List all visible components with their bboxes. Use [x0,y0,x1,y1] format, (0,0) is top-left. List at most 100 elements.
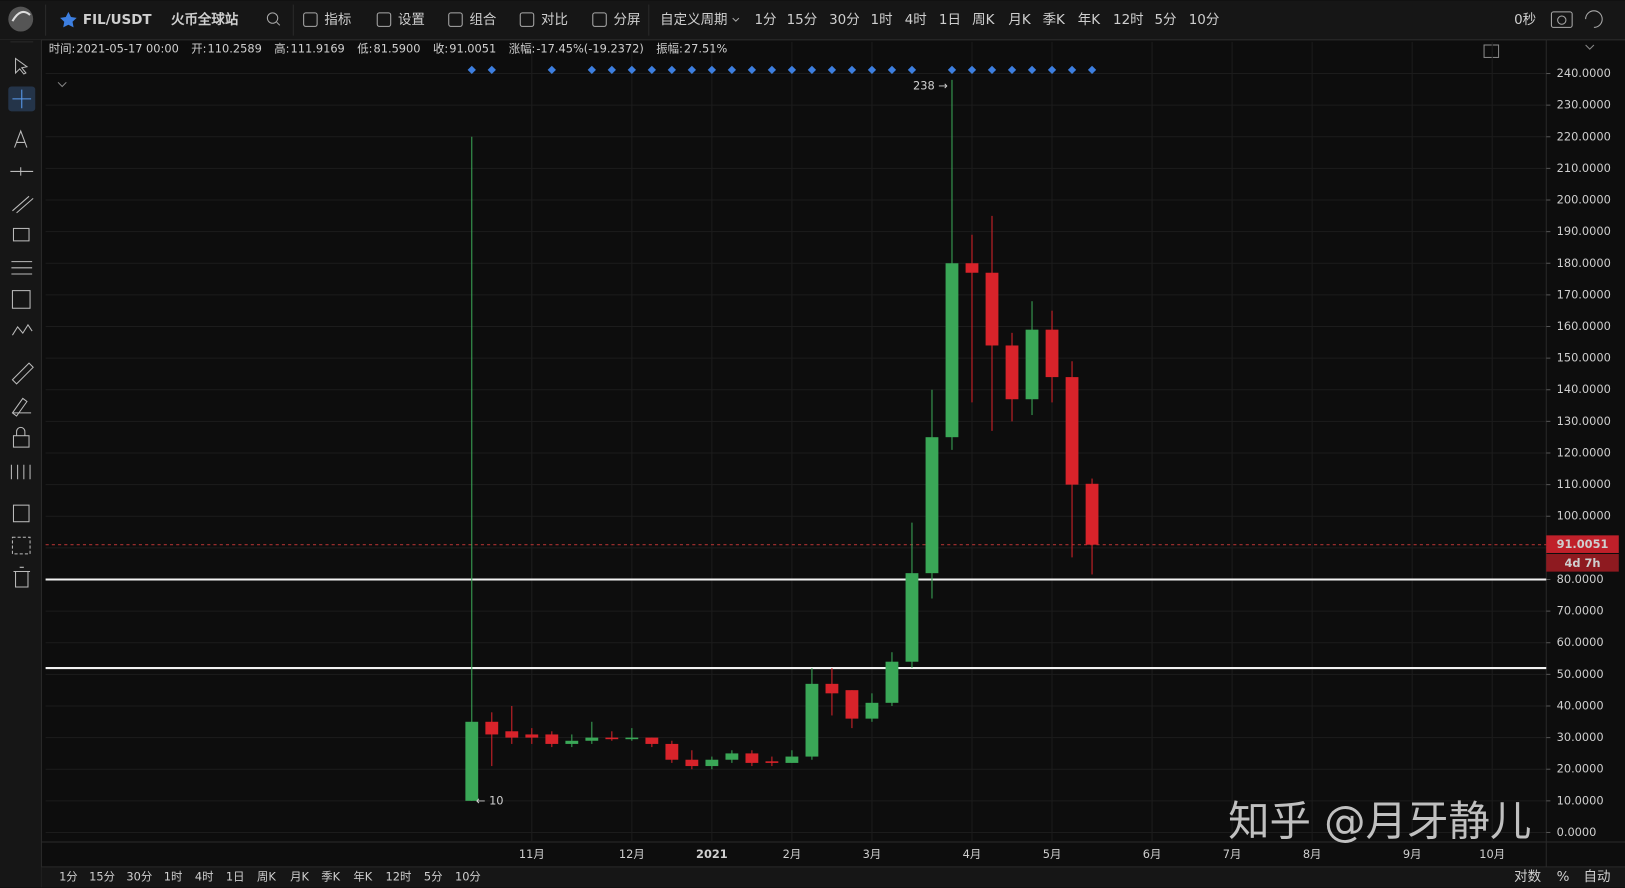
bottom-period[interactable]: 周K [257,870,276,884]
search-icon[interactable] [266,12,279,24]
tool-button[interactable]: 分屏 [614,12,641,28]
period-button[interactable]: 12时 [1113,12,1144,28]
event-marker[interactable] [807,65,817,75]
candle-body [1025,329,1039,400]
bottom-period[interactable]: 10分 [455,870,481,884]
y-tick-label: 170.0000 [1557,287,1611,301]
info-value: 2021-05-17 00:00 [76,42,179,56]
panel-icon[interactable] [1483,44,1500,58]
candle-body [885,661,899,703]
y-tick-label: 200.0000 [1557,193,1611,207]
period-button[interactable]: 30分 [829,12,860,28]
bottom-period[interactable]: 4时 [195,870,214,884]
period-button[interactable]: 1时 [871,12,893,28]
event-marker[interactable] [987,65,997,75]
event-marker[interactable] [747,65,757,75]
bottom-period[interactable]: 5分 [424,870,443,884]
event-marker[interactable] [1067,65,1077,75]
info-value: 27.51% [684,42,728,56]
fullscreen-icon[interactable] [1585,10,1603,28]
custom-period[interactable]: 自定义周期 [660,12,727,28]
tool-button[interactable]: 对比 [541,12,568,28]
event-marker[interactable] [727,65,737,75]
text-tool[interactable] [14,129,28,148]
grid-tool[interactable] [11,290,31,309]
bookmark-tool[interactable] [12,504,30,523]
period-button[interactable]: 年K [1078,12,1101,28]
period-button[interactable]: 周K [972,12,995,28]
bottom-option[interactable]: 对数 [1514,869,1541,885]
period-button[interactable]: 5分 [1154,12,1176,28]
candle-body [1065,377,1079,485]
delete-tool[interactable] [13,566,31,588]
ruler-tool[interactable] [11,362,34,385]
bottom-period[interactable]: 季K [321,870,340,884]
event-marker[interactable] [847,65,857,75]
bottom-period[interactable]: 1日 [226,870,245,884]
period-button[interactable]: 1日 [939,12,961,28]
event-marker[interactable] [1047,65,1057,75]
candle-body [1045,329,1059,378]
event-marker[interactable] [1007,65,1017,75]
cursor-tool[interactable] [15,57,29,75]
period-button[interactable]: 10分 [1189,12,1220,28]
event-marker[interactable] [667,65,677,75]
shape-tool[interactable] [12,227,30,242]
collapse-arrow[interactable] [57,81,67,88]
y-tick-label: 70.0000 [1557,604,1604,618]
top-toolbar [0,0,1625,40]
bottom-toolbar [41,866,1625,888]
event-marker[interactable] [947,65,957,75]
bottom-period[interactable]: 15分 [89,870,115,884]
camera-icon[interactable] [1550,11,1573,28]
candle-body [965,263,979,273]
event-marker[interactable] [547,65,556,75]
bottom-option[interactable]: % [1557,869,1570,885]
event-marker[interactable] [647,65,657,75]
select-tool[interactable] [11,536,31,555]
event-marker[interactable] [907,65,917,75]
tool-button[interactable]: 设置 [398,12,425,28]
event-marker[interactable] [1087,65,1097,75]
event-marker[interactable] [487,65,496,75]
search-handle [276,21,281,26]
event-marker[interactable] [1027,65,1037,75]
candle-body [1005,345,1019,400]
panel-arrow[interactable] [1585,44,1595,50]
event-marker[interactable] [867,65,877,75]
period-button[interactable]: 15分 [787,12,818,28]
lock-tool[interactable] [12,435,30,448]
favorite-star[interactable] [60,11,77,28]
bottom-period[interactable]: 年K [353,870,372,884]
bottom-period[interactable]: 1分 [59,870,78,884]
exchange: 火币全球站 [171,11,239,28]
brush-tool[interactable] [11,397,32,417]
candle-body [525,734,539,738]
channel-tool[interactable] [12,195,34,214]
bottom-period[interactable]: 月K [290,870,309,884]
event-marker[interactable] [627,65,636,75]
bottom-period[interactable]: 12时 [386,870,412,884]
period-button[interactable]: 1分 [754,12,776,28]
y-tick-label: 110.0000 [1557,477,1611,491]
pattern-tool[interactable] [11,323,33,336]
info-value: -17.45%(-19.2372) [536,42,644,56]
y-tick-label: 120.0000 [1557,445,1611,459]
tool-button[interactable]: 指标 [324,12,351,28]
hide-tool[interactable] [10,464,31,480]
left-toolbar [0,39,42,888]
period-button[interactable]: 季K [1043,12,1066,28]
event-marker[interactable] [827,65,837,75]
fib-tool[interactable] [11,261,33,275]
bottom-option[interactable]: 自动 [1584,869,1611,885]
line-tool[interactable] [10,167,34,176]
bottom-period[interactable]: 30分 [126,870,152,884]
period-button[interactable]: 月K [1008,12,1031,28]
logo[interactable] [8,6,34,32]
symbol[interactable]: FIL/USDT [83,12,153,28]
tool-button[interactable]: 组合 [469,12,496,28]
bottom-period[interactable]: 1时 [164,870,183,884]
x-tick-label: 5月 [1043,847,1062,861]
candle-body [785,756,799,763]
period-button[interactable]: 4时 [905,12,927,28]
